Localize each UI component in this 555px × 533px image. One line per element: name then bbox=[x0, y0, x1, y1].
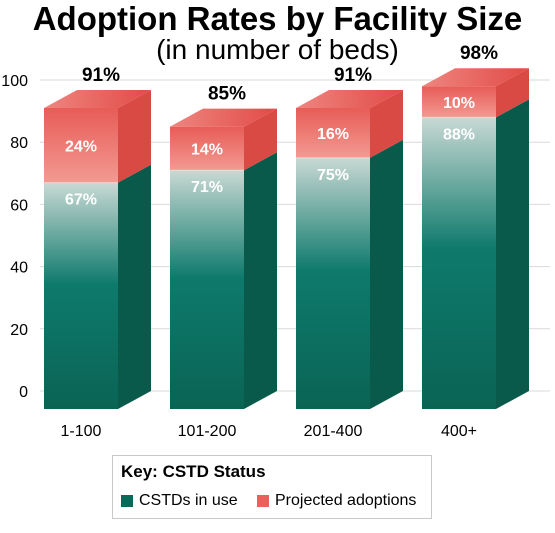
bar-group: 16% 75% 91% 201-400 bbox=[296, 65, 403, 440]
bar-top-face bbox=[422, 68, 529, 87]
data-label-projected: 16% bbox=[317, 126, 349, 143]
y-tick-label: 20 bbox=[10, 322, 28, 339]
bar-side-projected bbox=[496, 68, 529, 118]
y-tick-label: 60 bbox=[10, 197, 28, 214]
x-tick-label: 1-100 bbox=[61, 423, 102, 440]
data-label-projected: 10% bbox=[443, 95, 475, 112]
legend-label: CSTDs in use bbox=[139, 492, 238, 509]
bar-group: 10% 88% 98% 400+ bbox=[422, 43, 529, 440]
data-label-cstds: 75% bbox=[317, 167, 349, 184]
bar-side-cstds bbox=[496, 99, 529, 409]
bar-chart: 0 20 40 60 80 100 24% 67% 91% 1-100 14% 71% 85% 101-… bbox=[1, 43, 550, 440]
bar-cstds-in-use bbox=[170, 170, 244, 409]
bar-cstds-in-use bbox=[422, 117, 496, 409]
data-label-cstds: 88% bbox=[443, 126, 475, 143]
chart-title: Adoption Rates by Facility Size bbox=[32, 0, 523, 37]
total-label: 91% bbox=[82, 65, 120, 86]
bar-projected-adoptions bbox=[296, 107, 370, 158]
x-tick-label: 101-200 bbox=[178, 423, 237, 440]
bar-projected-adoptions bbox=[170, 126, 244, 171]
total-label: 98% bbox=[460, 43, 498, 64]
chart-subtitle: (in number of beds) bbox=[156, 34, 399, 65]
bar-cstds-in-use bbox=[44, 182, 118, 409]
y-tick-label: 40 bbox=[10, 260, 28, 277]
bar-projected-adoptions bbox=[44, 107, 118, 183]
y-tick-label: 0 bbox=[19, 384, 28, 401]
total-label: 91% bbox=[334, 65, 372, 86]
y-tick-label: 100 bbox=[1, 73, 28, 90]
bar-top-face bbox=[170, 108, 277, 127]
data-label-projected: 14% bbox=[191, 141, 223, 158]
bar-side-projected bbox=[370, 89, 403, 158]
bar-top-face bbox=[296, 89, 403, 108]
total-label: 85% bbox=[208, 84, 246, 105]
bar-side-cstds bbox=[118, 164, 151, 409]
x-tick-label: 400+ bbox=[441, 423, 477, 440]
data-label-projected: 24% bbox=[65, 138, 97, 155]
x-tick-label: 201-400 bbox=[304, 423, 363, 440]
bar-side-cstds bbox=[244, 152, 277, 409]
legend-label: Projected adoptions bbox=[275, 492, 417, 509]
bar-side-projected bbox=[244, 108, 277, 171]
bar-projected-adoptions bbox=[422, 86, 496, 118]
bar-side-projected bbox=[118, 89, 151, 183]
bar-side-cstds bbox=[370, 139, 403, 409]
y-tick-label: 80 bbox=[10, 135, 28, 152]
data-label-cstds: 71% bbox=[191, 179, 223, 196]
legend-item-cstds-in-use: CSTDs in use bbox=[121, 492, 238, 510]
legend: Key: CSTD Status CSTDs in use Projected … bbox=[112, 455, 432, 519]
legend-title: Key: CSTD Status bbox=[121, 462, 266, 481]
bar-group: 24% 67% 91% 1-100 bbox=[44, 65, 151, 440]
bar-top-face bbox=[44, 89, 151, 108]
bar-group: 14% 71% 85% 101-200 bbox=[170, 84, 277, 440]
bar-cstds-in-use bbox=[296, 157, 370, 409]
legend-swatch-red bbox=[257, 495, 269, 507]
data-label-cstds: 67% bbox=[65, 192, 97, 209]
legend-item-projected-adoptions: Projected adoptions bbox=[257, 492, 416, 510]
legend-swatch-teal bbox=[121, 495, 133, 507]
